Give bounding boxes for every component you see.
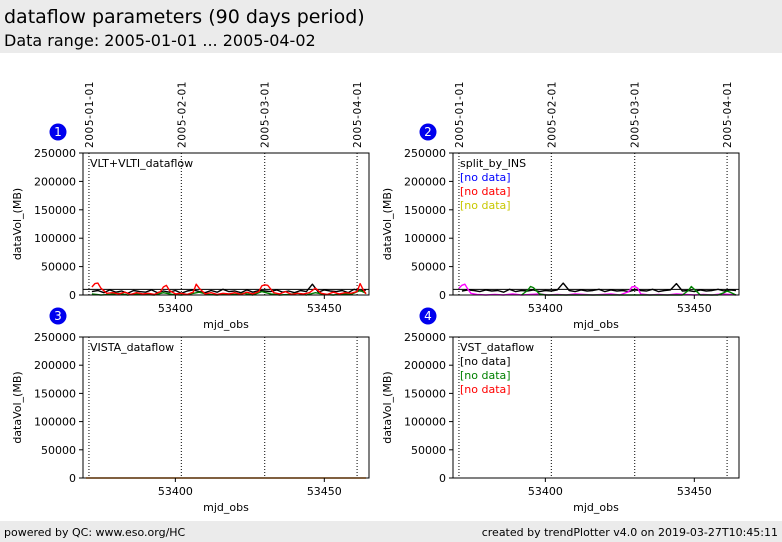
panel-number: 4 (424, 309, 432, 323)
y-tick-label: 200000 (34, 175, 76, 188)
y-tick-label: 250000 (404, 331, 446, 344)
y-axis-label: dataVol_(MB) (381, 371, 394, 443)
y-axis-label: dataVol_(MB) (11, 371, 24, 443)
x-axis-label: mjd_obs (203, 501, 249, 514)
x-tick-label: 53400 (528, 485, 563, 498)
y-tick-label: 50000 (41, 261, 76, 274)
plot-frame (82, 152, 370, 296)
x-tick-label: 53450 (677, 485, 712, 498)
y-tick-label: 100000 (404, 232, 446, 245)
date-marker-label: 2005-04-01 (352, 81, 364, 148)
y-axis-label: dataVol_(MB) (381, 188, 394, 260)
legend-entry: [no data] (460, 369, 511, 382)
x-tick-label: 53400 (158, 302, 193, 315)
panel-number: 3 (54, 309, 62, 323)
footer-bar: powered by QC: www.eso.org/HC created by… (0, 521, 782, 542)
y-tick-label: 0 (69, 289, 76, 302)
y-tick-label: 150000 (34, 204, 76, 217)
date-marker-label: 2005-03-01 (260, 81, 272, 148)
y-tick-label: 150000 (404, 387, 446, 400)
header-bar: dataflow parameters (90 days period) Dat… (0, 0, 782, 53)
page-title: dataflow parameters (90 days period) (4, 6, 365, 28)
page-subtitle: Data range: 2005-01-01 ... 2005-04-02 (4, 31, 316, 50)
y-tick-label: 200000 (34, 359, 76, 372)
x-axis-label: mjd_obs (203, 318, 249, 331)
x-tick-label: 53450 (677, 302, 712, 315)
x-tick-label: 53450 (307, 485, 342, 498)
chart-panel-1: 1 2005-01-01 2005-02-01 2005-03-01 2005-04-0… (11, 81, 370, 331)
y-tick-label: 0 (439, 472, 446, 485)
panel-title: VLT+VLTI_dataflow (90, 157, 193, 170)
footer-timestamp: created by trendPlotter v4.0 on 2019-03-… (481, 526, 778, 539)
plot-frame (452, 152, 740, 296)
y-axis-label: dataVol_(MB) (11, 188, 24, 260)
date-marker-label: 2005-03-01 (630, 81, 642, 148)
panel-title: VST_dataflow (460, 341, 534, 354)
x-axis-label: mjd_obs (573, 501, 619, 514)
y-tick-label: 100000 (404, 416, 446, 429)
y-tick-label: 200000 (404, 359, 446, 372)
legend-entry: [no data] (460, 171, 511, 184)
y-tick-label: 250000 (34, 331, 76, 344)
y-tick-label: 100000 (34, 232, 76, 245)
panel-title: VISTA_dataflow (90, 341, 174, 354)
legend-entry: [no data] (460, 383, 511, 396)
panel-number-badge (419, 307, 437, 325)
date-marker-label: 2005-01-01 (84, 81, 96, 148)
y-tick-label: 0 (69, 472, 76, 485)
series-line-1 (91, 283, 367, 294)
y-tick-label: 150000 (34, 387, 76, 400)
plot-frame (452, 336, 740, 479)
y-tick-label: 250000 (404, 147, 446, 160)
panel-number: 2 (424, 125, 432, 139)
date-marker-label: 2005-01-01 (454, 81, 466, 148)
x-tick-label: 53400 (158, 485, 193, 498)
y-tick-label: 50000 (411, 261, 446, 274)
legend-entry: [no data] (460, 199, 511, 212)
x-axis-label: mjd_obs (573, 318, 619, 331)
panel-number-badge (49, 307, 67, 325)
legend-entry: [no data] (460, 355, 511, 368)
plot-frame (82, 336, 370, 479)
series-line-1 (461, 282, 737, 293)
panel-number-badge (49, 123, 67, 141)
y-tick-label: 150000 (404, 204, 446, 217)
x-tick-label: 53450 (307, 302, 342, 315)
y-tick-label: 100000 (34, 416, 76, 429)
panel-number: 1 (54, 125, 62, 139)
y-tick-label: 50000 (411, 444, 446, 457)
legend-entry: [no data] (460, 185, 511, 198)
chart-panel-2: 2 2005-01-01 2005-02-01 2005-03-01 2005-04-0… (381, 81, 740, 331)
series-line-3 (91, 282, 367, 296)
series-line-3 (521, 285, 737, 296)
y-tick-label: 200000 (404, 175, 446, 188)
chart-panel-4: 4 0 50000 100000 150000 200000 250000 53400 5345… (381, 307, 740, 514)
date-marker-label: 2005-02-01 (546, 81, 558, 148)
chart-panel-3: 3 0 50000 100000 150000 200000 250000 53400 5345… (11, 307, 370, 514)
footer-credit: powered by QC: www.eso.org/HC (4, 526, 186, 539)
y-tick-label: 250000 (34, 147, 76, 160)
date-marker-label: 2005-04-01 (722, 81, 734, 148)
y-tick-label: 50000 (41, 444, 76, 457)
panel-title: split_by_INS (460, 157, 526, 170)
date-marker-label: 2005-02-01 (176, 81, 188, 148)
y-tick-label: 0 (439, 289, 446, 302)
panel-number-badge (419, 123, 437, 141)
x-tick-label: 53400 (528, 302, 563, 315)
